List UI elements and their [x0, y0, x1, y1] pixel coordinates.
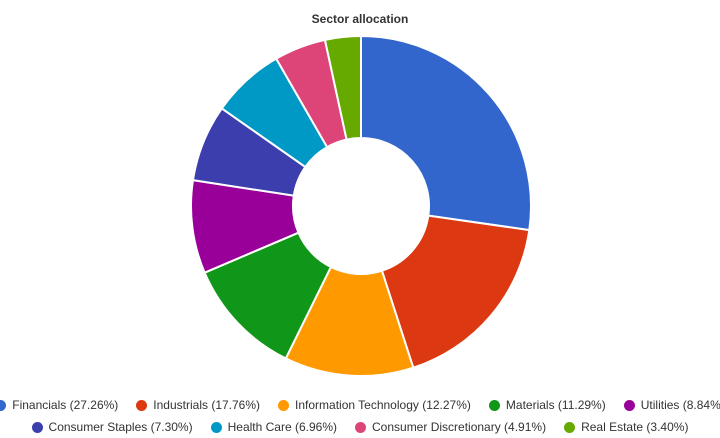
legend-swatch-icon — [136, 399, 148, 411]
legend-label: Consumer Staples (7.30%) — [48, 420, 193, 434]
legend-swatch-icon — [488, 399, 500, 411]
chart-title: Sector allocation — [311, 12, 409, 26]
legend-swatch-icon — [210, 421, 222, 433]
slice-industrials[interactable] — [380, 214, 531, 370]
legend-swatch-icon — [278, 399, 290, 411]
legend-label: Materials (11.29%) — [505, 398, 606, 412]
legend-swatch-icon — [564, 421, 576, 433]
legend-row-2: Consumer Staples (7.30%) Health Care (6.… — [0, 416, 720, 438]
legend-swatch-icon — [31, 421, 43, 433]
legend-label: Health Care (6.96%) — [227, 420, 337, 434]
legend-swatch-icon — [623, 399, 635, 411]
legend-item-utilities[interactable]: Utilities (8.84%) — [623, 398, 720, 412]
legend-label: Industrials (17.76%) — [153, 398, 261, 412]
legend-label: Utilities (8.84%) — [640, 398, 720, 412]
legend-label: Real Estate (3.40%) — [581, 420, 689, 434]
legend-item-materials[interactable]: Materials (11.29%) — [488, 398, 606, 412]
legend-item-health-care[interactable]: Health Care (6.96%) — [210, 420, 337, 434]
legend-item-real-estate[interactable]: Real Estate (3.40%) — [564, 420, 688, 434]
legend-item-consumer-discretionary[interactable]: Consumer Discretionary (4.91%) — [355, 420, 546, 434]
legend-item-industrials[interactable]: Industrials (17.76%) — [136, 398, 260, 412]
slice-real-estate[interactable] — [323, 34, 362, 141]
legend-item-consumer-staples[interactable]: Consumer Staples (7.30%) — [31, 420, 193, 434]
legend-label: Consumer Discretionary (4.91%) — [372, 420, 547, 434]
legend-item-information-technology[interactable]: Information Technology (12.27%) — [278, 398, 471, 412]
legend-swatch-icon — [355, 421, 366, 433]
legend-swatch-icon — [0, 399, 7, 411]
slice-financials[interactable] — [360, 34, 532, 232]
chart-legend: Financials (27.26%) Industrials (17.76%)… — [0, 394, 720, 438]
legend-label: Information Technology (12.27%) — [295, 398, 471, 412]
legend-row-1: Financials (27.26%) Industrials (17.76%)… — [0, 394, 720, 416]
legend-label: Financials (27.26%) — [12, 398, 119, 412]
legend-item-financials[interactable]: Financials (27.26%) — [0, 398, 118, 412]
